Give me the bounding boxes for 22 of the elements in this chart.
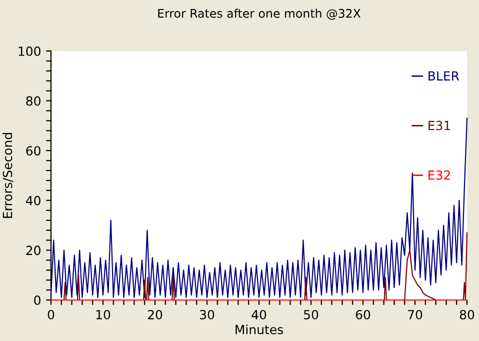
y-tick-label: 20	[26, 246, 40, 256]
legend-label: E31	[428, 120, 450, 130]
x-tick-label: 60	[356, 310, 370, 320]
legend-label: BLER	[428, 71, 460, 80]
y-tick-label: 60	[26, 146, 40, 156]
x-tick-label: 30	[200, 310, 214, 320]
x-tick-label: 20	[148, 310, 162, 320]
y-tick-label: 0	[34, 295, 40, 305]
chart-title: Error Rates after one month @32X	[158, 8, 361, 20]
legend-label: E32	[428, 170, 450, 180]
x-tick-label: 80	[460, 310, 474, 320]
x-tick-label: 40	[252, 310, 266, 320]
x-tick-label: 0	[48, 310, 54, 320]
y-tick-label: 100	[18, 46, 40, 56]
y-tick-label: 40	[26, 196, 40, 206]
x-tick-label: 50	[304, 310, 318, 320]
line-series	[50, 118, 468, 298]
y-tick-label: 80	[26, 96, 40, 106]
y-axis-title: Errors/Second	[2, 133, 14, 218]
x-tick-label: 70	[408, 310, 422, 320]
x-axis-title: Minutes	[236, 324, 283, 334]
x-tick-label: 10	[96, 310, 110, 320]
